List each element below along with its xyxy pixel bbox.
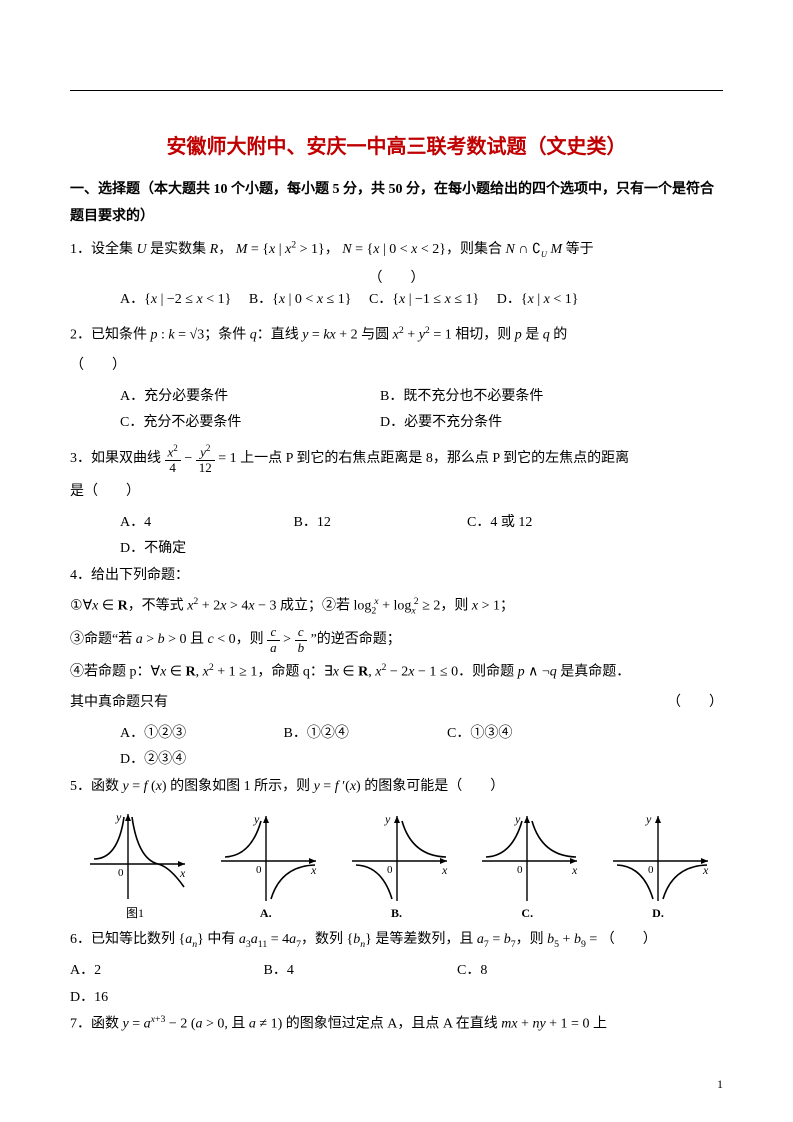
svg-text:0: 0 [648, 864, 654, 876]
question-7: 7．函数 y = ax+3 − 2 (a > 0, 且 a ≠ 1) 的图象恒过… [70, 1011, 723, 1038]
page: 安徽师大附中、安庆一中高三联考数试题（文史类） 一、选择题（本大题共 10 个小… [0, 0, 793, 1122]
svg-text:y: y [253, 812, 260, 826]
graph-c: x y 0 C. [472, 811, 582, 921]
graph-b-svg: x y 0 [342, 811, 452, 906]
svg-text:x: x [441, 863, 448, 877]
graph-c-svg: x y 0 [472, 811, 582, 906]
question-5: 5．函数 y = f (x) 的图象如图 1 所示，则 y = f ′(x) 的… [70, 774, 723, 801]
q2-options: A．充分必要条件B．既不充分也不必要条件 C．充分不必要条件D．必要不充分条件 [70, 384, 723, 437]
graph-a-svg: x y 0 [211, 811, 321, 906]
page-number: 1 [717, 1077, 723, 1092]
graph-c-label: C. [472, 906, 582, 921]
q4-options: A．①②③ B．①②④ C．①③④ D．②③④ [70, 721, 723, 774]
svg-text:0: 0 [256, 864, 262, 876]
section-heading: 一、选择题（本大题共 10 个小题，每小题 5 分，共 50 分，在每小题给出的… [70, 177, 723, 230]
q4-p2: ③命题“若 a > b > 0 且 c < 0，则 ca > cb ”的逆否命题… [70, 625, 723, 655]
svg-text:0: 0 [517, 864, 523, 876]
q3-tail: 是（ ） [70, 479, 723, 506]
q5-graphs: x y 0 图1 x y 0 A. [70, 809, 723, 921]
svg-text:y: y [645, 812, 652, 826]
question-2: 2．已知条件 p : k = √3；条件 q：直线 y = kx + 2 与圆 … [70, 322, 723, 349]
graph-d: x y 0 D. [603, 811, 713, 921]
q1-text: 1．设全集 U 是实数集 R， M = {x | x2 > 1}， N = {x… [70, 242, 594, 257]
question-4-head: 4．给出下列命题： [70, 563, 723, 590]
q4-p1: ①∀x ∈ R，不等式 x2 + 2x > 4x − 3 成立；②若 log2x… [70, 593, 723, 621]
q1-blank: （ ） [70, 267, 723, 287]
graph-a-label: A. [211, 906, 321, 921]
graph-a: x y 0 A. [211, 811, 321, 921]
fig1-label: 图1 [80, 904, 190, 921]
top-rule [70, 90, 723, 91]
exam-title: 安徽师大附中、安庆一中高三联考数试题（文史类） [70, 130, 723, 159]
question-3: 3．如果双曲线 x24 − y212 = 1 上一点 P 到它的右焦点距离是 8… [70, 443, 723, 475]
fig1-svg: x y 0 [80, 809, 190, 904]
q4-tail: 其中真命题只有 （ ） [70, 690, 723, 717]
graph-b-label: B. [342, 906, 452, 921]
q3-options: A．4 B．12 C．4 或 12 D．不确定 [70, 510, 723, 563]
graph-d-label: D. [603, 906, 713, 921]
svg-text:x: x [571, 863, 578, 877]
q6-options: A．2 B．4 C．8 D．16 [70, 958, 723, 1011]
graph-d-svg: x y 0 [603, 811, 713, 906]
question-6: 6．已知等比数列 {an} 中有 a3a11 = 4a7，数列 {bn} 是等差… [70, 927, 723, 954]
svg-text:y: y [115, 810, 122, 824]
svg-text:0: 0 [387, 864, 393, 876]
q1-options: A．{x | −2 ≤ x < 1} B．{x | 0 < x ≤ 1} C．{… [70, 287, 723, 314]
graph-fig1: x y 0 图1 [80, 809, 190, 921]
question-1: 1．设全集 U 是实数集 R， M = {x | x2 > 1}， N = {x… [70, 236, 723, 263]
svg-text:0: 0 [118, 867, 124, 879]
q2-blank: （ ） [70, 353, 723, 380]
svg-text:y: y [384, 812, 391, 826]
q4-p3: ④若命题 p：∀x ∈ R, x2 + 1 ≥ 1，命题 q：∃x ∈ R, x… [70, 659, 723, 686]
svg-text:x: x [179, 866, 186, 880]
graph-b: x y 0 B. [342, 811, 452, 921]
svg-text:y: y [514, 812, 521, 826]
